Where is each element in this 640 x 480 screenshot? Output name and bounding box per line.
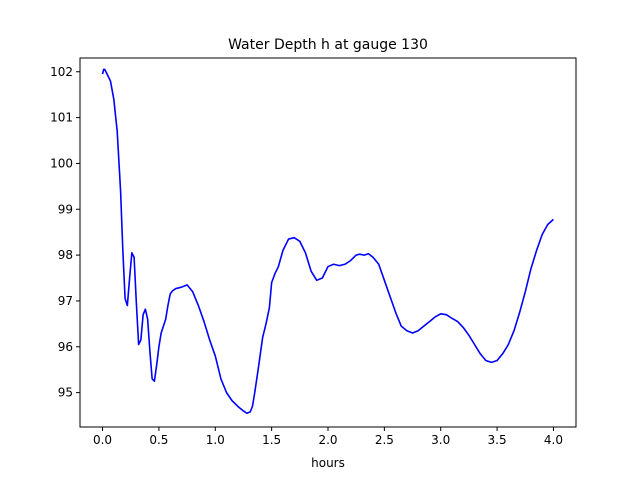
x-tick-label: 2.0 xyxy=(318,433,337,447)
x-tick-label: 1.5 xyxy=(262,433,281,447)
y-tick-label: 101 xyxy=(50,111,73,125)
x-axis-label: hours xyxy=(311,456,345,470)
y-tick-label: 98 xyxy=(58,248,73,262)
plot-area xyxy=(101,68,554,415)
y-tick-label: 100 xyxy=(50,156,73,170)
y-tick-label: 97 xyxy=(58,294,73,308)
y-tick-label: 102 xyxy=(50,65,73,79)
y-axis: 95 96 97 98 99 100 101 102 xyxy=(50,65,80,400)
y-tick-label: 99 xyxy=(58,202,73,216)
y-tick-label: 96 xyxy=(58,340,73,354)
x-tick-label: 0.5 xyxy=(149,433,168,447)
y-tick-label: 95 xyxy=(58,386,73,400)
x-tick-label: 3.0 xyxy=(431,433,450,447)
x-tick-label: 0.0 xyxy=(93,433,112,447)
x-axis: 0.0 0.5 1.0 1.5 2.0 2.5 3.0 3.5 4.0 xyxy=(93,427,563,447)
x-tick-label: 3.5 xyxy=(488,433,507,447)
x-tick-label: 4.0 xyxy=(544,433,563,447)
x-tick-label: 1.0 xyxy=(206,433,225,447)
x-tick-label: 2.5 xyxy=(375,433,394,447)
series-line xyxy=(101,68,554,415)
chart-title: Water Depth h at gauge 130 xyxy=(228,37,428,53)
